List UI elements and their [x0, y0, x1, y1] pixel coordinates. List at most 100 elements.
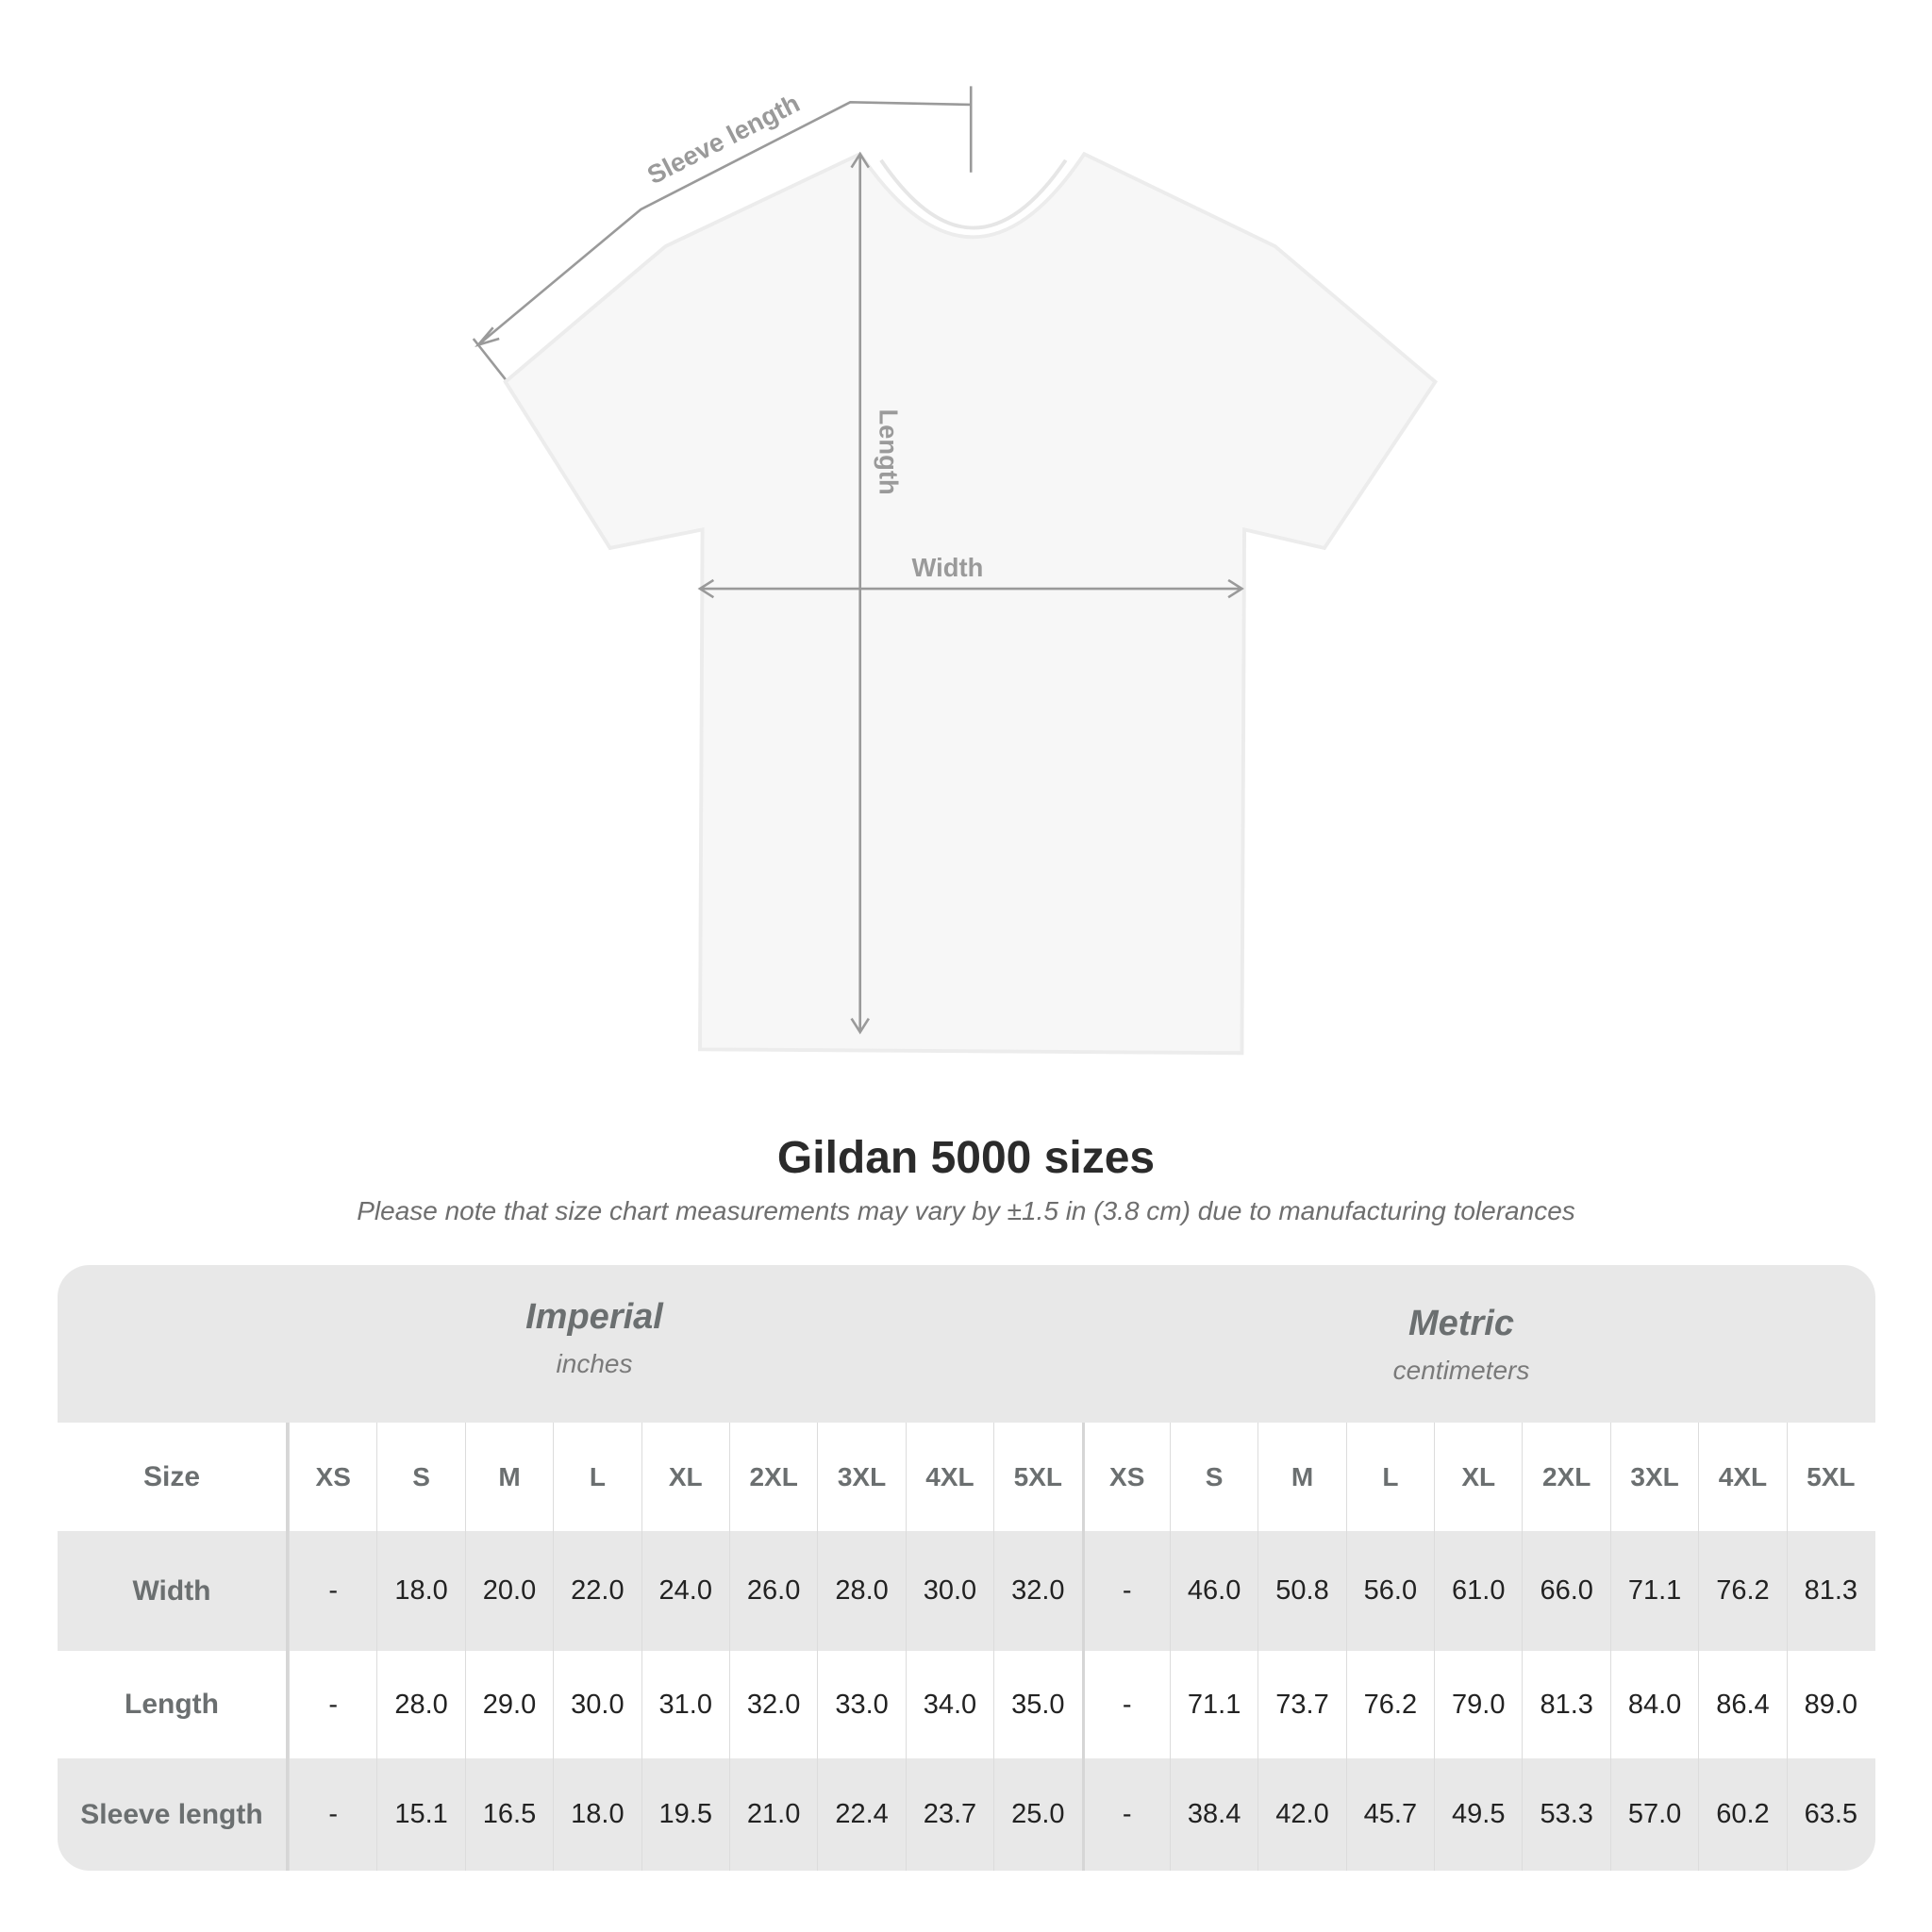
imperial-value-cell: 28.0	[376, 1651, 464, 1758]
imperial-size-L: L	[553, 1423, 641, 1531]
imperial-value-cell: 34.0	[905, 1651, 993, 1758]
imperial-value-cell: 31.0	[641, 1651, 729, 1758]
imperial-size-3XL: 3XL	[817, 1423, 905, 1531]
metric-header: Metric centimeters	[1178, 1304, 1744, 1386]
imperial-value-cell: 23.7	[905, 1758, 993, 1871]
metric-size-XS: XS	[1081, 1423, 1170, 1531]
imperial-value-cell: 32.0	[993, 1531, 1081, 1651]
table-row: Width -18.0 20.0 22.0 24.0 26.0 28.0 30.0 32.0-4…	[58, 1531, 1875, 1651]
metric-value-cell: 86.4	[1698, 1651, 1786, 1758]
imperial-value-cell: 18.0	[553, 1758, 641, 1871]
metric-size-M: M	[1257, 1423, 1345, 1531]
imperial-size-S: S	[376, 1423, 464, 1531]
metric-size-S: S	[1169, 1423, 1257, 1531]
metric-value-cell: 71.1	[1169, 1651, 1257, 1758]
imperial-size-2XL: 2XL	[728, 1423, 817, 1531]
metric-value-cell: 66.0	[1522, 1531, 1609, 1651]
imperial-value-cell: 16.5	[464, 1758, 553, 1871]
metric-value-cell: 63.5	[1786, 1758, 1874, 1871]
imperial-value-cell: 32.0	[728, 1651, 817, 1758]
imperial-value-cell: 29.0	[464, 1651, 553, 1758]
width-arrowhead-left	[697, 578, 715, 599]
imperial-value-cell: 30.0	[905, 1531, 993, 1651]
length-arrowhead-top	[850, 151, 870, 169]
metric-size-3XL: 3XL	[1609, 1423, 1698, 1531]
metric-value-cell: 84.0	[1609, 1651, 1698, 1758]
row-label: Sleeve length	[58, 1758, 289, 1871]
imperial-value-cell: 15.1	[376, 1758, 464, 1871]
tolerance-note: Please note that size chart measurements…	[357, 1196, 1575, 1225]
metric-value-cell: 45.7	[1345, 1758, 1434, 1871]
imperial-value-cell: 22.0	[553, 1531, 641, 1651]
imperial-value-cell: 35.0	[993, 1651, 1081, 1758]
imperial-value-cell: 20.0	[464, 1531, 553, 1651]
sleeve-length-arrow	[477, 101, 972, 346]
imperial-value-cell: 30.0	[553, 1651, 641, 1758]
imperial-value-cell: 26.0	[728, 1531, 817, 1651]
imperial-value-cell: -	[289, 1758, 376, 1871]
row-label: Width	[58, 1531, 289, 1651]
imperial-value-cell: 22.4	[817, 1758, 905, 1871]
imperial-size-M: M	[464, 1423, 553, 1531]
width-arrowhead-right	[1227, 578, 1244, 599]
metric-size-4XL: 4XL	[1698, 1423, 1786, 1531]
imperial-value-cell: 18.0	[376, 1531, 464, 1651]
metric-value-cell: -	[1081, 1758, 1170, 1871]
size-table: Imperial inches Metric centimeters Size X…	[58, 1265, 1875, 1871]
imperial-size-XL: XL	[641, 1423, 729, 1531]
imperial-value-cell: 19.5	[641, 1758, 729, 1871]
imperial-title: Imperial	[525, 1297, 663, 1337]
metric-size-2XL: 2XL	[1522, 1423, 1609, 1531]
metric-value-cell: 71.1	[1609, 1531, 1698, 1651]
collar-seam	[879, 158, 1068, 230]
metric-value-cell: 49.5	[1434, 1758, 1522, 1871]
metric-value-cell: 42.0	[1257, 1758, 1345, 1871]
imperial-value-cell: 33.0	[817, 1651, 905, 1758]
sleeve-tick-left	[472, 338, 507, 380]
metric-value-cell: 50.8	[1257, 1531, 1345, 1651]
imperial-value-cell: 21.0	[728, 1758, 817, 1871]
imperial-value-cell: -	[289, 1651, 376, 1758]
metric-value-cell: 56.0	[1345, 1531, 1434, 1651]
metric-size-5XL: 5XL	[1786, 1423, 1874, 1531]
metric-value-cell: 60.2	[1698, 1758, 1786, 1871]
metric-size-XL: XL	[1434, 1423, 1522, 1531]
imperial-value-cell: 24.0	[641, 1531, 729, 1651]
metric-value-cell: 73.7	[1257, 1651, 1345, 1758]
row-label: Length	[58, 1651, 289, 1758]
imperial-value-cell: 25.0	[993, 1758, 1081, 1871]
width-label: Width	[912, 553, 984, 582]
imperial-size-XS: XS	[289, 1423, 376, 1531]
metric-title: Metric	[1408, 1304, 1514, 1343]
metric-value-cell: 53.3	[1522, 1758, 1609, 1871]
metric-unit: centimeters	[1392, 1356, 1530, 1385]
table-row: Length -28.0 29.0 30.0 31.0 32.0 33.0 34.0 35.0-…	[58, 1651, 1875, 1758]
metric-value-cell: 76.2	[1345, 1651, 1434, 1758]
table-row: Sleeve length -15.1 16.5 18.0 19.5 21.0 22.4 23…	[58, 1758, 1875, 1871]
metric-value-cell: -	[1081, 1651, 1170, 1758]
size-row: Size XS S M L XL 2XL 3XL 4XL 5XL XS S M L XL 2XL 3XL 4XL 5…	[58, 1423, 1875, 1531]
imperial-header: Imperial inches	[311, 1297, 877, 1379]
length-label: Length	[874, 408, 904, 494]
table-header: Imperial inches Metric centimeters	[58, 1265, 1875, 1423]
imperial-value-cell: 28.0	[817, 1531, 905, 1651]
metric-value-cell: 57.0	[1609, 1758, 1698, 1871]
chart-title: Gildan 5000 sizes	[776, 1133, 1156, 1183]
metric-value-cell: 89.0	[1786, 1651, 1874, 1758]
size-label: Size	[58, 1423, 289, 1531]
imperial-size-4XL: 4XL	[905, 1423, 993, 1531]
metric-value-cell: 38.4	[1169, 1758, 1257, 1871]
metric-value-cell: 76.2	[1698, 1531, 1786, 1651]
imperial-value-cell: -	[289, 1531, 376, 1651]
tshirt-shape	[503, 151, 1439, 1056]
metric-value-cell: -	[1081, 1531, 1170, 1651]
imperial-size-5XL: 5XL	[993, 1423, 1081, 1531]
metric-size-L: L	[1345, 1423, 1434, 1531]
imperial-unit: inches	[556, 1349, 633, 1378]
metric-value-cell: 81.3	[1522, 1651, 1609, 1758]
metric-value-cell: 81.3	[1786, 1531, 1874, 1651]
metric-value-cell: 61.0	[1434, 1531, 1522, 1651]
tshirt-diagram: Sleeve length Length Width	[472, 86, 1439, 1056]
length-arrowhead-bottom	[850, 1017, 870, 1035]
metric-value-cell: 79.0	[1434, 1651, 1522, 1758]
